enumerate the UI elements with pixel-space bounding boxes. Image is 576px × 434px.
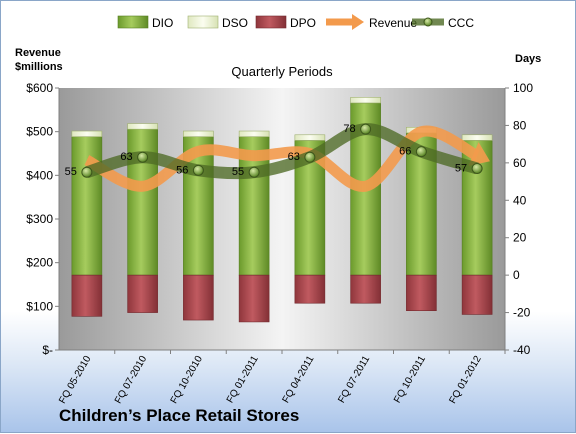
- dpo-bar: [238, 274, 270, 323]
- ccc-point: [471, 162, 483, 174]
- left-tick-label: $200: [26, 256, 53, 270]
- right-tick-label: 0: [513, 268, 520, 282]
- ccc-point: [415, 146, 427, 158]
- ccc-point: [360, 123, 372, 135]
- right-axis-title: Days: [515, 53, 541, 65]
- ccc-data-label: 78: [343, 123, 355, 135]
- legend-swatch-dpo: [255, 15, 287, 29]
- dso-bar: [350, 97, 381, 104]
- dpo-bar: [71, 274, 103, 317]
- dpo-bar: [461, 274, 493, 315]
- right-tick-label: 20: [513, 231, 527, 245]
- company-name: Children’s Place Retail Stores: [59, 406, 299, 425]
- dso-bar: [294, 134, 326, 141]
- ccc-data-label: 63: [288, 151, 300, 163]
- ccc-point: [304, 151, 316, 163]
- ccc-point: [248, 166, 260, 178]
- dpo-bar: [183, 274, 214, 321]
- ccc-data-label: 55: [232, 166, 244, 178]
- left-tick-label: $300: [26, 212, 53, 226]
- legend-dot-ccc: [423, 17, 433, 27]
- ccc-data-label: 63: [120, 151, 132, 163]
- x-tick-label: FQ 10-2010: [169, 354, 205, 406]
- legend-label-ccc: CCC: [448, 16, 474, 30]
- dpo-bar: [406, 274, 437, 311]
- dso-bar: [461, 134, 493, 141]
- left-axis-title-line2: $millions: [15, 61, 63, 73]
- revenue-arrowhead: [468, 142, 490, 167]
- left-tick-label: $-: [42, 343, 53, 357]
- right-tick-label: 100: [513, 81, 533, 95]
- dpo-bar: [294, 274, 326, 304]
- x-tick-label: FQ 10-2011: [392, 354, 428, 405]
- left-axis-title-line1: Revenue: [15, 47, 61, 59]
- x-tick-label: FQ 05-2010: [57, 354, 93, 406]
- legend-label-dso: DSO: [222, 16, 248, 30]
- legend-swatch-dso: [187, 15, 219, 29]
- dpo-bar: [350, 274, 381, 304]
- dpo-bar: [127, 274, 158, 313]
- x-tick-label: FQ 04-2011: [281, 354, 317, 405]
- x-tick-label: FQ 01-2011: [225, 354, 261, 405]
- left-tick-label: $600: [26, 81, 53, 95]
- legend-label-revenue: Revenue: [369, 16, 417, 30]
- ccc-point: [137, 151, 149, 163]
- left-tick-label: $100: [26, 299, 53, 313]
- right-tick-label: 40: [513, 193, 527, 207]
- ccc-line: [85, 123, 479, 180]
- right-tick-label: 80: [513, 118, 527, 132]
- right-tick-label: -40: [513, 343, 531, 357]
- right-tick-label: 60: [513, 156, 527, 170]
- ccc-data-label: 55: [65, 166, 77, 178]
- ccc-data-label: 57: [455, 162, 467, 174]
- legend-swatch-dio: [117, 15, 149, 29]
- legend-label-dio: DIO: [152, 16, 173, 30]
- dso-bar: [238, 130, 270, 137]
- ccc-point: [81, 166, 93, 178]
- chart-title: Quarterly Periods: [231, 64, 333, 79]
- left-tick-label: $500: [26, 125, 53, 139]
- dso-bar: [127, 123, 158, 130]
- ccc-data-label: 66: [399, 146, 411, 158]
- legend-arrowhead-revenue: [352, 14, 364, 30]
- x-tick-label: FQ 07-2010: [113, 354, 149, 406]
- x-tick-label: FQ 01-2012: [448, 354, 484, 406]
- x-tick-label: FQ 07-2011: [336, 354, 372, 405]
- dso-bar: [183, 130, 214, 137]
- right-tick-label: -20: [513, 306, 531, 320]
- revenue-line: [84, 125, 480, 192]
- dio-bar: [71, 136, 103, 276]
- left-tick-label: $400: [26, 168, 53, 182]
- legend-label-dpo: DPO: [290, 16, 316, 30]
- ccc-data-label: 56: [176, 164, 188, 176]
- plot-area: [59, 88, 505, 350]
- ccc-point: [192, 164, 204, 176]
- dso-bar: [71, 130, 103, 137]
